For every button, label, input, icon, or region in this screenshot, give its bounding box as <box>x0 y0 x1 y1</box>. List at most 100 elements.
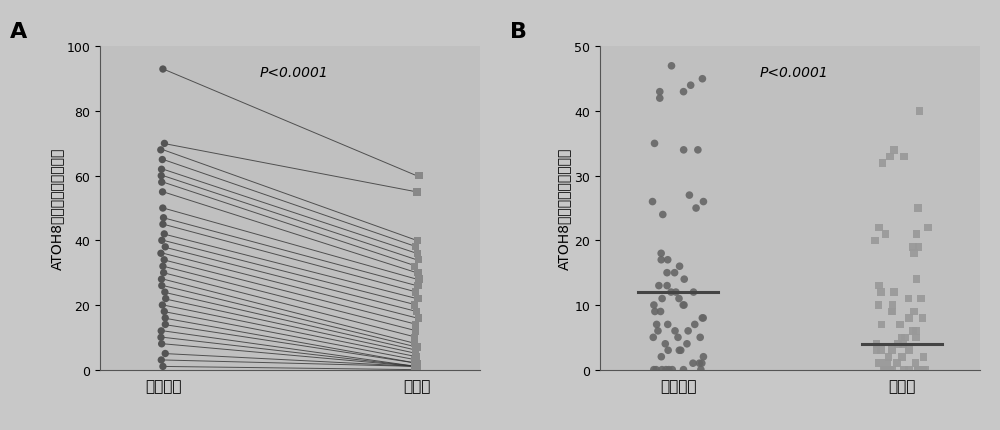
Point <box>676 302 692 309</box>
Point <box>655 212 671 218</box>
Point <box>155 221 171 228</box>
Point <box>664 63 680 70</box>
Point <box>154 302 170 309</box>
Point <box>889 360 905 367</box>
Point <box>411 276 427 283</box>
Point <box>406 357 422 364</box>
Point <box>646 302 662 309</box>
Point <box>873 321 889 328</box>
Point <box>920 224 936 231</box>
Point <box>408 321 424 328</box>
Point <box>663 289 679 296</box>
Point <box>910 366 926 373</box>
Point <box>407 350 423 357</box>
Point <box>410 257 426 264</box>
Point <box>645 334 661 341</box>
Point <box>652 89 668 96</box>
Point <box>155 363 171 370</box>
Point <box>406 263 422 270</box>
Point <box>905 244 921 251</box>
Point <box>661 366 677 373</box>
Point <box>880 353 896 360</box>
Point <box>408 328 424 335</box>
Point <box>911 244 927 251</box>
Point <box>659 270 675 276</box>
Point <box>653 257 669 264</box>
Point <box>653 353 669 360</box>
Point <box>908 231 924 238</box>
Point <box>672 263 688 270</box>
Point <box>409 189 425 196</box>
Point <box>411 173 427 180</box>
Point <box>654 366 670 373</box>
Point <box>668 289 684 296</box>
Point <box>155 263 171 270</box>
Y-axis label: ATOH8表达量的变化（倍）: ATOH8表达量的变化（倍） <box>50 147 64 270</box>
Point <box>895 341 911 347</box>
Point <box>910 366 926 373</box>
Point <box>694 360 710 367</box>
Point <box>692 334 708 341</box>
Point <box>871 224 887 231</box>
Point <box>879 360 895 367</box>
Point <box>890 341 906 347</box>
Point <box>664 366 680 373</box>
Point <box>660 321 676 328</box>
Point <box>157 315 173 322</box>
Point <box>648 366 664 373</box>
Point <box>910 205 926 212</box>
Point <box>871 283 887 289</box>
Point <box>688 205 704 212</box>
Point <box>870 302 886 309</box>
Point <box>157 350 173 357</box>
Point <box>410 344 426 351</box>
Point <box>410 283 426 289</box>
Point <box>687 321 703 328</box>
Point <box>694 76 710 83</box>
Point <box>153 334 169 341</box>
Point <box>660 257 676 264</box>
Point <box>884 366 900 373</box>
Point <box>676 147 692 154</box>
Point <box>884 308 900 315</box>
Point <box>875 160 891 167</box>
Point <box>410 270 426 276</box>
Point <box>683 83 699 89</box>
Point <box>654 295 670 302</box>
Point <box>156 308 172 315</box>
Point <box>410 250 426 257</box>
Point <box>154 237 170 244</box>
Point <box>660 347 676 354</box>
Point <box>882 154 898 160</box>
Point <box>916 353 932 360</box>
Point <box>896 154 912 160</box>
Point <box>681 192 697 199</box>
Point <box>156 215 172 221</box>
Point <box>659 283 675 289</box>
Point <box>407 334 423 341</box>
Point <box>647 308 663 315</box>
Point <box>408 244 424 251</box>
Point <box>646 366 662 373</box>
Point <box>906 308 922 315</box>
Point <box>409 360 425 367</box>
Point <box>917 366 933 373</box>
Point <box>908 334 924 341</box>
Point <box>869 347 885 354</box>
Point <box>686 289 702 296</box>
Point <box>410 363 426 370</box>
Point <box>679 341 695 347</box>
Point <box>410 295 426 302</box>
Point <box>155 205 171 212</box>
Point <box>155 189 171 196</box>
Point <box>408 363 424 370</box>
Point <box>408 289 424 296</box>
Point <box>913 295 929 302</box>
Point <box>685 360 701 367</box>
Point <box>871 360 887 367</box>
Point <box>680 328 696 335</box>
Point <box>154 157 170 163</box>
Point <box>910 366 926 373</box>
Point <box>153 357 169 364</box>
Point <box>695 353 711 360</box>
